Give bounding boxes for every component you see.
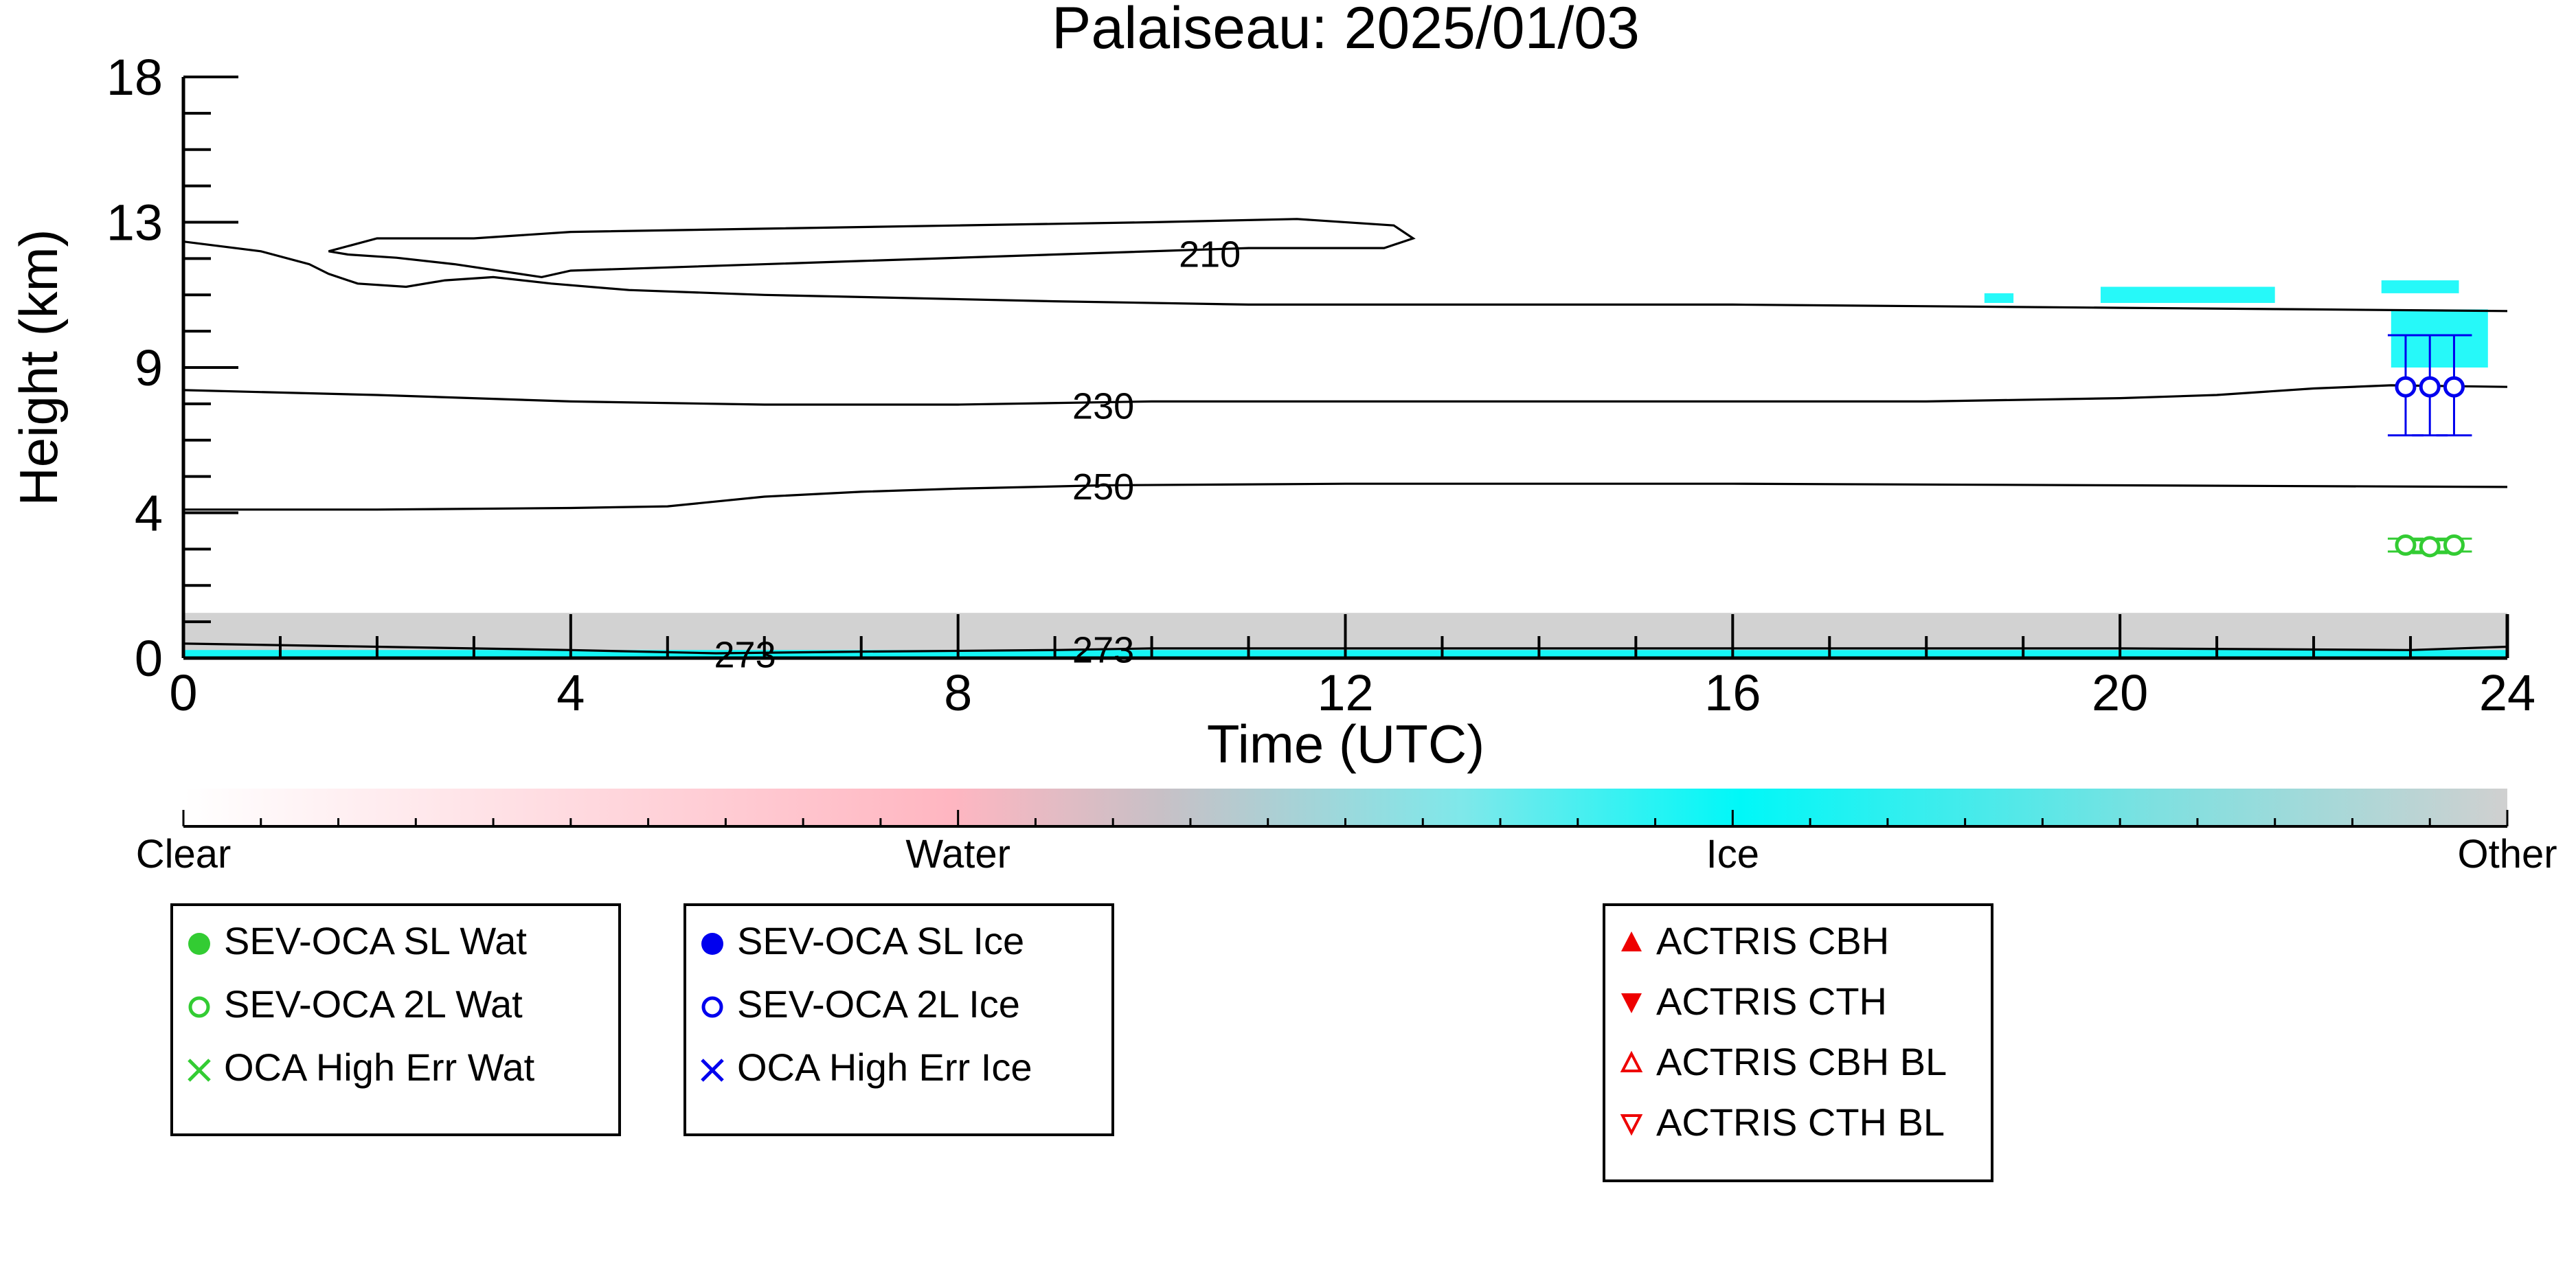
axes: 0 4 8 12 16 20 24 0 4 9 13 18: [106, 49, 2535, 721]
legend-marker-triangle-down: [1621, 993, 1642, 1013]
cloud-mask-layer: [183, 280, 2507, 658]
contour-label: 273: [1072, 629, 1134, 670]
data-point: [2419, 536, 2441, 558]
legend-entry-label: ACTRIS CBH BL: [1656, 1040, 1947, 1083]
contour-label: 273: [714, 634, 776, 675]
legend-entry-label: SEV-OCA 2L Wat: [224, 982, 523, 1026]
chart-title: Palaiseau: 2025/01/03: [1052, 0, 1640, 61]
legend-marker-open-circle: [701, 996, 723, 1018]
temperature-contours: [183, 218, 2507, 655]
x-tick-label: 8: [944, 664, 972, 721]
legend-marker-x: [188, 1059, 211, 1082]
legend-marker-x: [701, 1059, 724, 1082]
y-tick-label: 18: [106, 49, 163, 106]
legends: SEV-OCA SL Wat SEV-OCA 2L Wat OCA High Err…: [170, 903, 1993, 1182]
legend-box: SEV-OCA SL Wat SEV-OCA 2L Wat OCA High Err…: [170, 903, 621, 1136]
x-tick-label: 16: [1704, 664, 1761, 721]
ice-cloud-patch: [2391, 309, 2488, 368]
colorbar-label: Ice: [1706, 832, 1759, 877]
data-point: [2443, 376, 2465, 398]
y-tick-label: 0: [135, 630, 163, 687]
colorbar-label: Other: [2457, 832, 2557, 877]
x-tick-label: 24: [2479, 664, 2535, 721]
contour-line-250: [183, 482, 2507, 511]
plot-area: 210 230 250 273 273 0 4 8 12 16 20 24 0 4 9 13 18: [106, 49, 2535, 721]
legend-box: SEV-OCA SL Ice SEV-OCA 2L Ice OCA High Err…: [683, 903, 1114, 1136]
legend-box: ACTRIS CBH ACTRIS CTH ACTRIS CBH BL ACTRIS …: [1603, 903, 1993, 1182]
data-point: [2395, 376, 2417, 398]
ice-cloud-patch: [2381, 280, 2459, 293]
contour-label: 250: [1072, 466, 1134, 508]
legend-marker-triangle-down-open: [1620, 1114, 1643, 1136]
legend-marker-triangle-up: [1621, 931, 1642, 951]
y-tick-label: 9: [135, 339, 163, 396]
x-tick-label: 0: [169, 664, 197, 721]
contour-line-273: [183, 642, 2507, 655]
legend-entry-label: SEV-OCA SL Wat: [224, 919, 527, 962]
contour-label: 230: [1072, 385, 1134, 427]
data-point: [2443, 534, 2465, 556]
x-tick-label: 12: [1317, 664, 1373, 721]
legend-entry-label: OCA High Err Wat: [224, 1046, 535, 1089]
legend-entry-label: ACTRIS CTH BL: [1656, 1100, 1945, 1144]
y-tick-label: 13: [106, 194, 163, 251]
data-point: [2395, 534, 2417, 556]
legend-entry-label: OCA High Err Ice: [737, 1046, 1032, 1089]
y-axis-label: Height (km): [8, 229, 69, 506]
colorbar: Clear Water Ice Other: [136, 789, 2557, 877]
y-tick-label: 4: [135, 485, 163, 542]
legend-entry-label: SEV-OCA 2L Ice: [737, 982, 1020, 1026]
legend-entry-label: ACTRIS CBH: [1656, 919, 1889, 962]
legend-frame: [1603, 903, 1993, 1182]
contour-line-230: [183, 384, 2507, 406]
x-tick-label: 20: [2092, 664, 2148, 721]
cloud-height-series: [2387, 334, 2472, 558]
legend-entry-label: ACTRIS CTH: [1656, 980, 1887, 1023]
contour-line-210: [328, 218, 1416, 279]
x-axis-label: Time (UTC): [1207, 714, 1484, 774]
legend-marker-triangle-up-open: [1620, 1050, 1643, 1072]
ice-cloud-patch: [2100, 286, 2275, 303]
x-tick-label: 4: [556, 664, 585, 721]
colorbar-label: Water: [905, 832, 1010, 877]
ice-cloud-patch: [1984, 293, 2014, 303]
contour-label: 210: [1179, 234, 1241, 275]
contour-line-210: [183, 240, 2507, 313]
legend-marker-filled-circle: [701, 933, 723, 955]
data-point: [2419, 376, 2441, 398]
legend-frame: [683, 903, 1114, 1136]
legend-entry-label: SEV-OCA SL Ice: [737, 919, 1024, 962]
legend-frame: [170, 903, 621, 1136]
legend-marker-open-circle: [188, 996, 210, 1018]
colorbar-label: Clear: [136, 832, 231, 877]
legend-marker-filled-circle: [188, 933, 210, 955]
